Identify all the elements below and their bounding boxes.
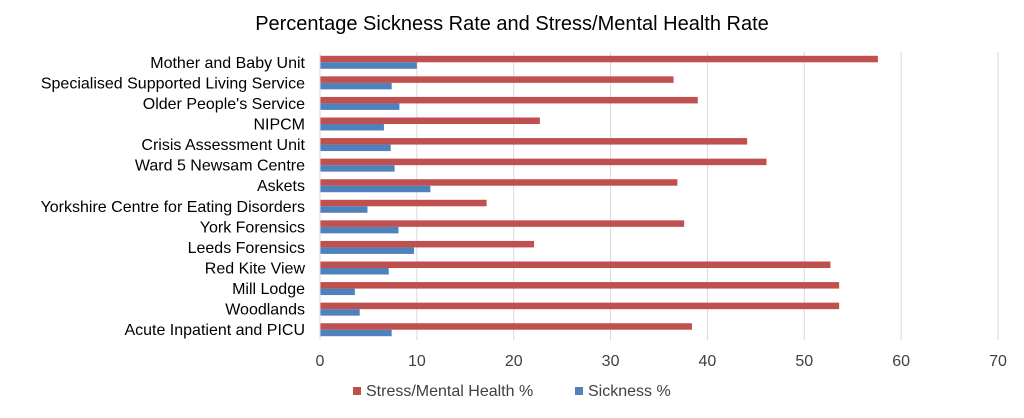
bar-stress-mental-health bbox=[320, 220, 685, 227]
bar-stress-mental-health bbox=[320, 117, 540, 124]
category-label: Acute Inpatient and PICU bbox=[124, 322, 305, 339]
x-tick-label: 60 bbox=[892, 353, 910, 370]
x-tick-label: 10 bbox=[408, 353, 426, 370]
legend-swatch bbox=[353, 387, 361, 395]
bar-stress-mental-health bbox=[320, 96, 698, 104]
bar-stress-mental-health bbox=[320, 323, 692, 330]
chart-title: Percentage Sickness Rate and Stress/Ment… bbox=[255, 13, 769, 35]
bar-sickness bbox=[320, 309, 360, 316]
bar-sickness bbox=[320, 226, 399, 234]
bar-stress-mental-health bbox=[320, 240, 535, 248]
bar-stress-mental-health bbox=[320, 76, 674, 83]
bar-stress-mental-health bbox=[320, 179, 678, 186]
bar-stress-mental-health bbox=[320, 302, 840, 310]
bar-sickness bbox=[320, 247, 414, 254]
bar-stress-mental-health bbox=[320, 199, 487, 207]
bar-sickness bbox=[320, 288, 355, 296]
category-label: Red Kite View bbox=[205, 261, 306, 278]
bar-sickness bbox=[320, 206, 368, 213]
category-label: Specialised Supported Living Service bbox=[41, 75, 305, 92]
bar-sickness bbox=[320, 185, 431, 193]
bar-stress-mental-health bbox=[320, 261, 831, 268]
bar-stress-mental-health bbox=[320, 282, 840, 289]
x-tick-label: 20 bbox=[505, 353, 523, 370]
category-label: Askets bbox=[257, 178, 305, 195]
category-label: Mill Lodge bbox=[232, 281, 305, 298]
legend-label: Sickness % bbox=[588, 383, 671, 400]
category-label: York Forensics bbox=[200, 219, 305, 236]
x-tick-label: 70 bbox=[989, 353, 1007, 370]
bar-sickness bbox=[320, 268, 389, 275]
bar-sickness bbox=[320, 103, 400, 110]
category-label: Mother and Baby Unit bbox=[150, 55, 305, 72]
category-label: Yorkshire Centre for Eating Disorders bbox=[41, 199, 305, 216]
bar-stress-mental-health bbox=[320, 55, 878, 63]
bar-sickness bbox=[320, 165, 395, 172]
bar-sickness bbox=[320, 144, 391, 152]
x-tick-label: 0 bbox=[316, 353, 325, 370]
category-label: Crisis Assessment Unit bbox=[141, 137, 305, 154]
bar-stress-mental-health bbox=[320, 158, 767, 166]
bars bbox=[320, 55, 878, 337]
x-tick-label: 50 bbox=[795, 353, 813, 370]
x-tick-label: 30 bbox=[602, 353, 620, 370]
legend-swatch bbox=[575, 387, 583, 395]
bar-sickness bbox=[320, 329, 392, 337]
legend: Stress/Mental Health % Sickness % bbox=[353, 383, 671, 400]
bar-sickness bbox=[320, 124, 384, 131]
bar-sickness bbox=[320, 62, 417, 69]
category-label: Woodlands bbox=[225, 302, 305, 319]
legend-label: Stress/Mental Health % bbox=[366, 383, 533, 400]
category-label: Ward 5 Newsam Centre bbox=[135, 158, 305, 175]
category-labels: Mother and Baby Unit Specialised Supporte… bbox=[41, 55, 306, 339]
gridlines bbox=[416, 52, 999, 340]
bar-sickness bbox=[320, 82, 392, 90]
category-label: Leeds Forensics bbox=[188, 240, 305, 257]
x-tick-labels: 0 10 20 30 40 50 60 70 bbox=[316, 353, 1007, 370]
category-label: Older People's Service bbox=[143, 96, 305, 113]
category-label: NIPCM bbox=[253, 117, 305, 134]
bar-stress-mental-health bbox=[320, 138, 748, 145]
x-tick-label: 40 bbox=[699, 353, 717, 370]
